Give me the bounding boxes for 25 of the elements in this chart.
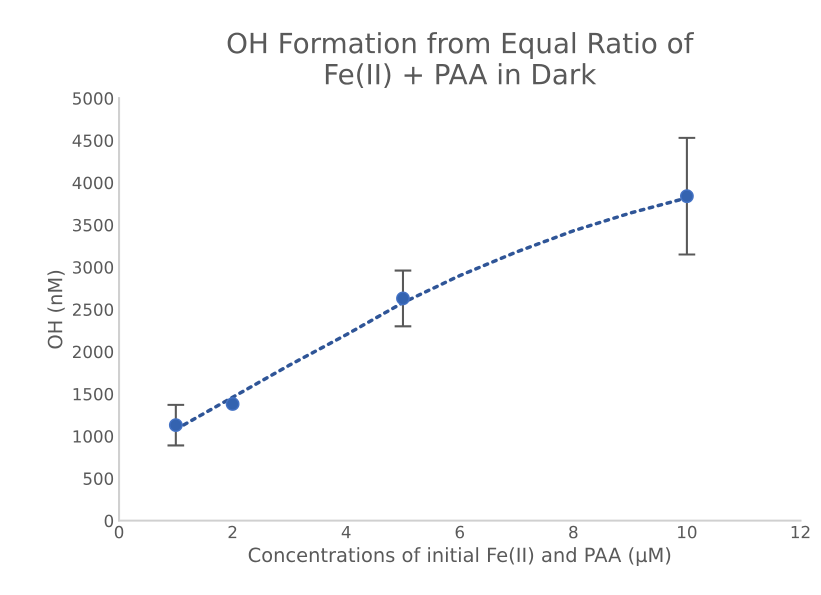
y-tick-label: 1000 (74, 430, 114, 443)
point (168, 418, 183, 432)
y-tick-label: 4500 (72, 134, 114, 147)
y-tick-label: 4000 (72, 176, 114, 190)
y-tick-label: 0 (104, 514, 114, 528)
point (226, 397, 240, 411)
y-tick-label: 5000 (73, 92, 114, 105)
chart-title: OH Formation from Equal Ratio of Fe(II) + PAA in Dark (228, 32, 694, 88)
y-tick-label: 500 (84, 472, 114, 485)
x-tick-label: 0 (114, 526, 124, 538)
x-tick-label: 4 (342, 526, 351, 538)
x-tick-label: 10 (678, 526, 696, 538)
x-axis-title: Concentrations of initial Fe(II) and PAA (µM) (248, 547, 670, 566)
point (396, 292, 410, 306)
y-axis-title: OH (nM) (47, 270, 65, 348)
x-tick-label: 6 (456, 526, 464, 538)
y-tick-label: 2500 (72, 303, 114, 316)
x-tick-label: 12 (792, 526, 810, 538)
x-tick-label: 8 (569, 526, 578, 538)
y-tick-label: 3500 (73, 218, 114, 232)
x-tick-label: 2 (228, 526, 236, 538)
y-tick-label: 2000 (72, 346, 114, 358)
y-tick-label: 3000 (73, 261, 114, 274)
point (680, 189, 694, 204)
y-tick-label: 1500 (74, 388, 114, 400)
